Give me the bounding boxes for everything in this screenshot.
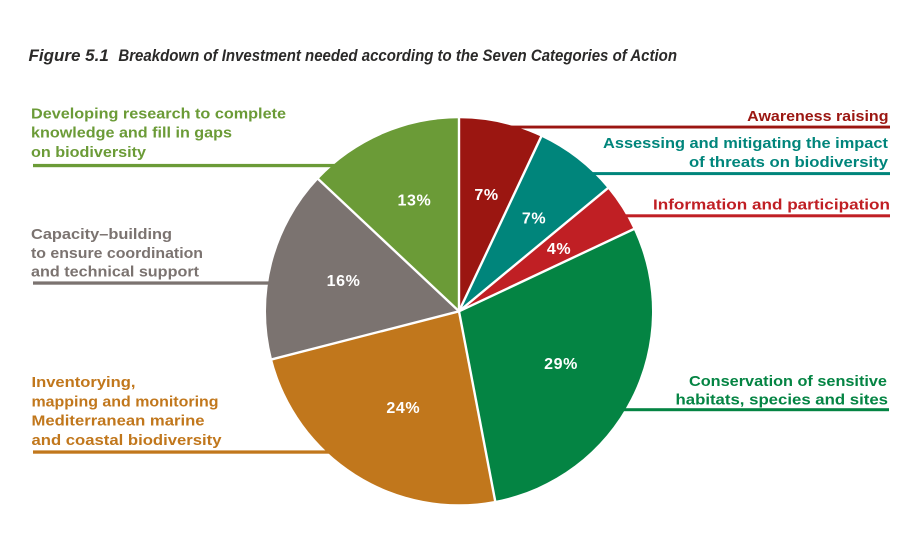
svg-text:Inventorying,: Inventorying, [32, 374, 136, 391]
svg-text:Information and participation: Information and participation [653, 197, 890, 214]
svg-text:7%: 7% [522, 211, 546, 228]
svg-text:Assessing and mitigating the i: Assessing and mitigating the impact [603, 135, 888, 152]
svg-text:7%: 7% [474, 187, 498, 204]
svg-text:Awareness raising: Awareness raising [747, 108, 888, 125]
svg-text:13%: 13% [397, 193, 431, 210]
svg-text:16%: 16% [327, 273, 361, 290]
svg-text:Conservation of sensitive: Conservation of sensitive [689, 373, 887, 390]
svg-text:knowledge and fill in gaps: knowledge and fill in gaps [31, 125, 232, 142]
svg-text:Breakdown of Investment needed: Breakdown of Investment needed according… [118, 46, 677, 65]
svg-text:29%: 29% [544, 356, 578, 373]
svg-text:Developing research to complet: Developing research to complete [31, 105, 286, 122]
svg-text:24%: 24% [386, 400, 420, 417]
svg-text:Capacity–building: Capacity–building [31, 226, 172, 243]
svg-text:Figure 5.1: Figure 5.1 [29, 46, 109, 65]
svg-text:Mediterranean marine: Mediterranean marine [32, 413, 205, 430]
svg-text:4%: 4% [547, 241, 571, 258]
svg-text:of threats on biodiversity: of threats on biodiversity [689, 154, 889, 171]
svg-text:mapping and monitoring: mapping and monitoring [32, 393, 219, 410]
svg-text:on biodiversity: on biodiversity [31, 144, 147, 161]
svg-text:to ensure coordination: to ensure coordination [31, 245, 203, 262]
svg-text:and coastal biodiversity: and coastal biodiversity [32, 432, 223, 449]
svg-text:habitats, species and sites: habitats, species and sites [676, 392, 889, 409]
svg-text:and technical support: and technical support [31, 263, 199, 280]
